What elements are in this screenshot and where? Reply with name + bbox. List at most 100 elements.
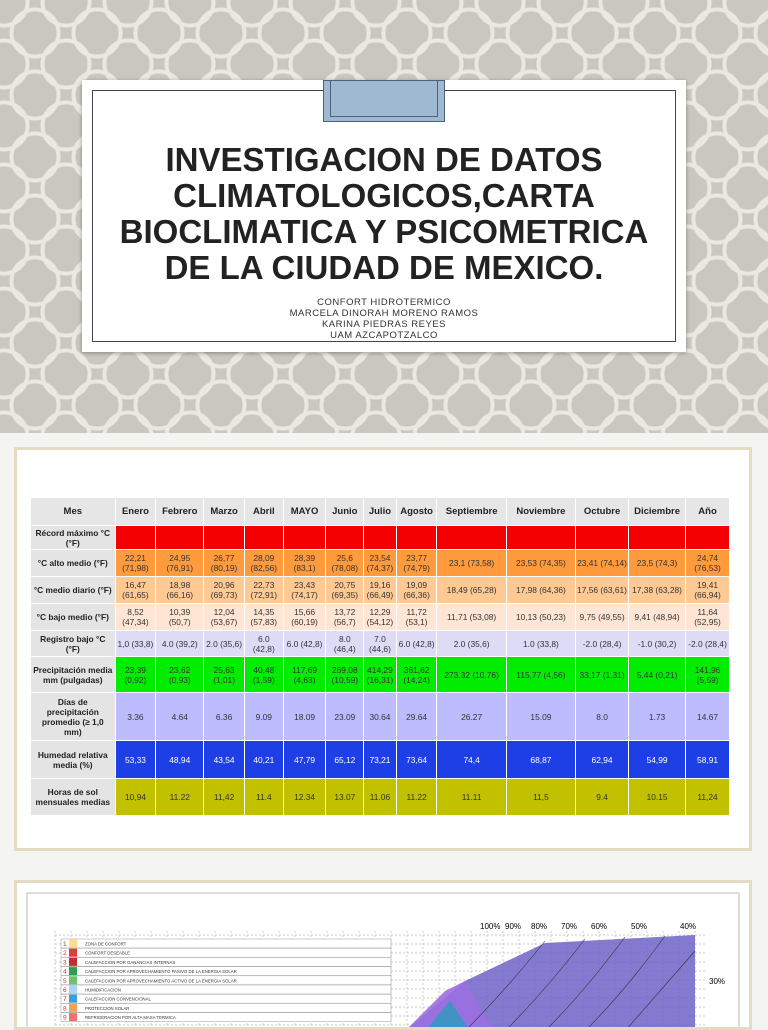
legend-number: 1 (63, 941, 67, 948)
table-cell: 24,74 (76,53) (685, 549, 730, 577)
table-cell: 10,13 (50,23) (505, 603, 577, 631)
table-cell: 5,44 (0,21) (628, 656, 687, 693)
table-cell (685, 525, 730, 550)
table-cell: 11,64 (52,95) (685, 603, 730, 631)
legend-label: CALEFACCION CONVENCIONAL (85, 997, 152, 1002)
table-cell: 141,96 (5,59) (685, 656, 730, 693)
table-cell: 20,75 (69,35) (325, 576, 365, 604)
table-cell: 6.36 (203, 692, 245, 741)
legend-swatch (69, 948, 77, 957)
table-cell: -2.0 (28,4) (575, 630, 630, 657)
row-label: Horas de sol mensuales medias (30, 778, 116, 816)
legend-label: CALEFACCION POR GANANCIAS INTERNAS (85, 960, 175, 965)
humidity-label: 30% (709, 977, 725, 986)
table-cell: 23,41 (74,14) (575, 549, 630, 577)
legend-box (60, 1012, 392, 1022)
table-cell (363, 525, 397, 550)
table-cell: 23.09 (325, 692, 365, 741)
psychrometric-chart: 100% 90% 80% 70% 60% 50% 40% 30% 1 ZONA DE CONFOR… (26, 892, 740, 1027)
header-cell: Septiembre (436, 497, 507, 526)
table-cell: 23,62 (0,93) (155, 656, 205, 693)
table-cell: 12,04 (53,67) (203, 603, 245, 631)
legend-label: CALEFACCION POR APROVECHAMIENTO ACTIVO D… (85, 978, 237, 983)
table-cell: 18,98 (66,16) (155, 576, 205, 604)
table-cell: 74,4 (436, 740, 507, 779)
table-cell: 20,96 (69,73) (203, 576, 245, 604)
table-cell: 361,62 (14,24) (395, 656, 438, 693)
table-row: °C medio diario (°F) 16,47 (61,65) 18,98 (… (30, 576, 730, 604)
table-cell: 58,91 (685, 740, 730, 779)
subtitle-line: CONFORT HIDROTERMICO (317, 297, 451, 308)
table-cell (325, 525, 365, 550)
table-cell: 8,52 (47,34) (114, 603, 157, 631)
table-cell: 117,69 (4,63) (282, 656, 327, 693)
humidity-label: 40% (680, 922, 696, 931)
table-cell: 9.4 (575, 778, 630, 816)
legend-swatch (69, 967, 77, 976)
zone-area (428, 1001, 468, 1027)
table-cell (203, 525, 245, 550)
row-label: Precipitación media mm (pulgadas) (30, 656, 116, 693)
table-cell: 4.64 (155, 692, 205, 741)
legend-label: HUMIDIFICACION (85, 988, 121, 993)
humidity-label: 60% (591, 922, 607, 931)
humidity-label: 80% (531, 922, 547, 931)
table-cell: 23,43 (74,17) (282, 576, 327, 604)
table-cell: 53,33 (114, 740, 157, 779)
table-cell: 10,94 (114, 778, 157, 816)
table-cell: 8.0 (46,4) (325, 630, 365, 657)
table-cell: 414,29 (16,31) (363, 656, 397, 693)
table-cell: 29.64 (395, 692, 438, 741)
header-cell: MAYO (282, 497, 327, 526)
row-label: Registro bajo °C (°F) (30, 630, 116, 657)
table-cell: 28,39 (83,1) (282, 549, 327, 577)
table-cell: 54,99 (628, 740, 687, 779)
table-cell: 17,56 (63,61) (575, 576, 630, 604)
table-cell: 15,66 (60,19) (282, 603, 327, 631)
table-cell: 11,72 (53,1) (395, 603, 438, 631)
header-cell: Mes (30, 497, 116, 526)
table-cell: 16,47 (61,65) (114, 576, 157, 604)
header-cell: Noviembre (505, 497, 577, 526)
table-cell: 269,08 (10,59) (325, 656, 365, 693)
table-cell: 1.0 (33,8) (505, 630, 577, 657)
legend-swatch (69, 957, 77, 966)
subtitle-line: KARINA PIEDRAS REYES (321, 319, 447, 330)
table-cell: 25,6 (78,08) (325, 549, 365, 577)
table-row: Humedad relativa media (%) 53,33 48,94 43,5… (30, 740, 730, 779)
header-cell: Marzo (203, 497, 245, 526)
table-cell: 22,73 (72,91) (243, 576, 284, 604)
legend-swatch (69, 976, 77, 985)
table-row: Precipitación media mm (pulgadas) 23,39 (… (30, 656, 730, 693)
table-cell: 14,35 (57,83) (243, 603, 284, 631)
subtitle-line: MARCELA DINORAH MORENO RAMOS (289, 308, 479, 319)
table-cell: 11,71 (53,08) (436, 603, 507, 631)
table-cell: 11.06 (363, 778, 397, 816)
table-cell: 19,16 (66,49) (363, 576, 397, 604)
table-cell: 23,39 (0,92) (114, 656, 157, 693)
table-cell (282, 525, 327, 550)
legend-swatch (69, 994, 77, 1003)
table-cell: 10.15 (628, 778, 687, 816)
table-cell: 19,09 (66,36) (395, 576, 438, 604)
legend-swatch (69, 939, 77, 948)
table-cell: 2.0 (35,6) (436, 630, 507, 657)
humidity-curve (548, 936, 626, 1027)
table-cell: 18.09 (282, 692, 327, 741)
table-panel: Mes Enero Febrero Marzo Abril MAYO Junio Julio A… (14, 447, 752, 851)
table-cell: 23,53 (74,35) (505, 549, 577, 577)
card-tab (323, 80, 445, 122)
table-cell: 1,0 (33,8) (114, 630, 157, 657)
table-cell: 10,39 (50,7) (155, 603, 205, 631)
table-cell: 4.0 (39,2) (155, 630, 205, 657)
humidity-curve (468, 940, 546, 1027)
table-cell: 24,95 (76,91) (155, 549, 205, 577)
row-label: °C alto medio (°F) (30, 549, 116, 577)
legend-swatch (69, 985, 77, 994)
legend-number: 3 (63, 959, 67, 966)
table-cell: 19,41 (66,94) (685, 576, 730, 604)
legend-label: CALEFACCION POR APROVECHAMIENTO PASIVO D… (85, 969, 237, 974)
legend-label: REFRIGERACION POR ALTA MASA TERMICA (85, 1015, 176, 1020)
header-cell: Diciembre (628, 497, 687, 526)
table-cell: 48,94 (155, 740, 205, 779)
